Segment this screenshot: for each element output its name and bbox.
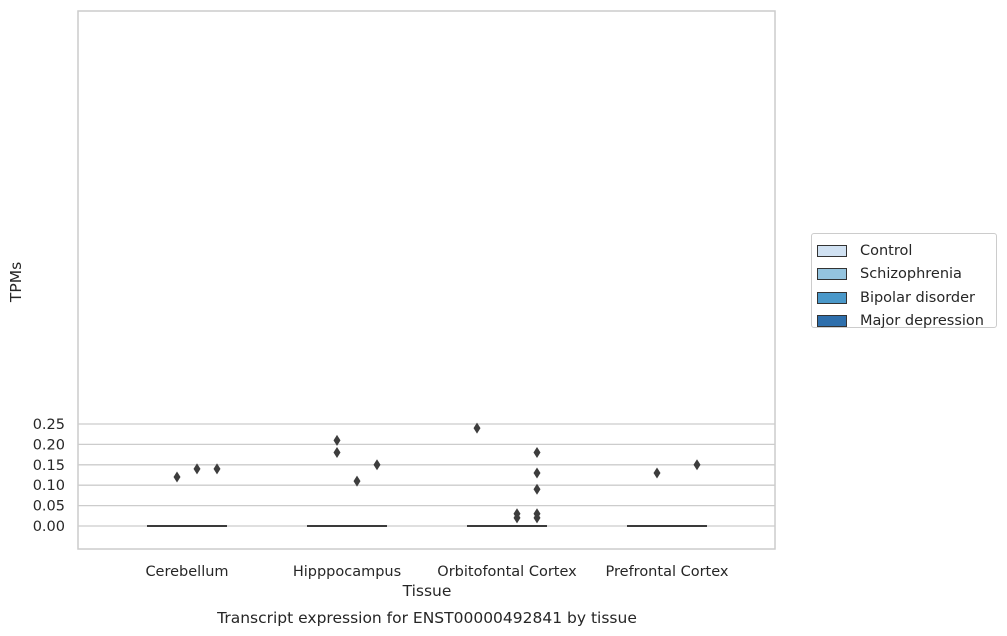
legend-label: Major depression xyxy=(860,313,984,330)
outlier-point xyxy=(653,467,661,479)
outlier-point xyxy=(333,434,341,446)
y-tick-label: 0.10 xyxy=(33,478,65,494)
outlier-point xyxy=(213,463,221,475)
y-axis-label: TPMs xyxy=(7,262,25,303)
legend-item: Control xyxy=(817,239,996,263)
legend-item: Bipolar disorder xyxy=(817,286,996,310)
legend-item: Major depression xyxy=(817,310,996,334)
legend-item: Schizophrenia xyxy=(817,263,996,287)
outlier-point xyxy=(533,483,541,495)
legend-swatch xyxy=(817,291,847,304)
outlier-point xyxy=(333,447,341,459)
legend-swatch xyxy=(817,315,847,328)
outlier-points xyxy=(173,422,701,524)
x-tick-label: Hipppocampus xyxy=(293,564,401,580)
legend-swatch xyxy=(817,244,847,257)
y-tick-label: 0.00 xyxy=(33,519,65,535)
outlier-point xyxy=(533,467,541,479)
legend-swatch xyxy=(817,268,847,281)
outlier-point xyxy=(533,447,541,459)
x-tick-label: Prefrontal Cortex xyxy=(606,564,729,580)
legend: Control Schizophrenia Bipolar disorder Majo… xyxy=(811,233,997,329)
chart-caption: Transcript expression for ENST0000049284… xyxy=(216,609,637,627)
outlier-point xyxy=(173,471,181,483)
outlier-point xyxy=(353,475,361,487)
y-tick-label: 0.15 xyxy=(33,458,65,474)
plot-area-frame xyxy=(77,10,776,550)
x-axis-label: Tissue xyxy=(402,582,452,600)
outlier-point xyxy=(513,512,521,524)
legend-label: Schizophrenia xyxy=(860,266,962,283)
x-tick-label: Orbitofontal Cortex xyxy=(437,564,577,580)
y-tick-labels: 0.00 0.05 0.10 0.15 0.20 0.25 xyxy=(33,417,65,535)
outlier-point xyxy=(533,512,541,524)
legend-label: Bipolar disorder xyxy=(860,289,975,306)
y-gridlines xyxy=(78,423,775,527)
x-tick-label: Cerebellum xyxy=(145,564,228,580)
y-tick-label: 0.05 xyxy=(33,499,65,515)
y-tick-label: 0.20 xyxy=(33,437,65,453)
y-tick-label: 0.25 xyxy=(33,417,65,433)
outlier-point xyxy=(473,422,481,434)
outlier-point xyxy=(193,463,201,475)
outlier-point xyxy=(373,459,381,471)
legend-label: Control xyxy=(860,242,913,259)
outlier-point xyxy=(693,459,701,471)
x-tick-labels: Cerebellum Hipppocampus Orbitofontal Corte… xyxy=(145,564,728,580)
